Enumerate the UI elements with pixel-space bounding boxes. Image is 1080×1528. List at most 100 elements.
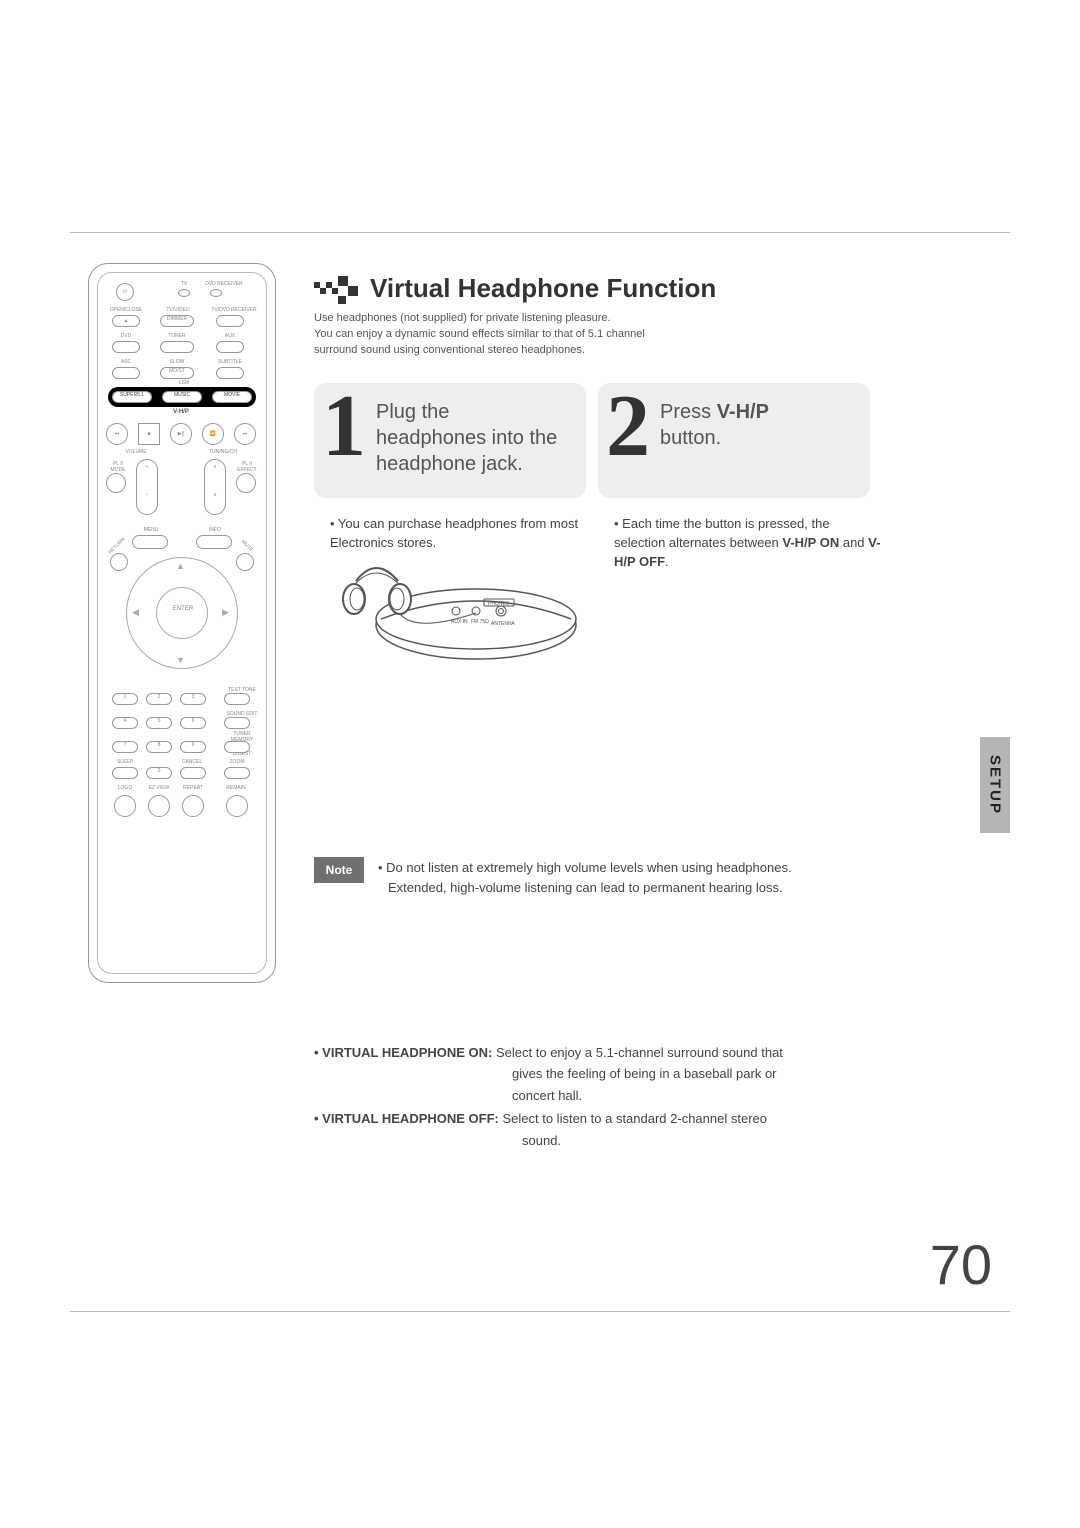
mode-off-t2: sound.	[522, 1129, 914, 1152]
step2-post: button.	[660, 427, 721, 449]
b2-bold1: V-H/P ON	[782, 535, 839, 550]
manual-page: ⏻ TV DVD RECEIVER OPEN/CLOSE TV/VIDEO TV…	[70, 232, 1010, 1312]
zoom-button	[224, 767, 250, 779]
b2-mid: and	[839, 535, 868, 550]
mode-on-t3: concert hall.	[512, 1084, 914, 1107]
logo-button	[114, 795, 136, 817]
intro-line2: You can enjoy a dynamic sound effects si…	[314, 328, 645, 340]
led-dvd	[210, 289, 222, 297]
aux-label: AUX	[216, 333, 244, 339]
num-4: 4	[112, 717, 138, 729]
dvd-receiver-label: DVD RECEIVER	[198, 281, 250, 287]
step-2-text: Press V-H/P button.	[660, 399, 769, 451]
dpad-inner: ENTER	[156, 587, 208, 639]
cancel-label: CANCEL	[174, 759, 210, 765]
tvdvd-button	[216, 315, 244, 327]
tuner-label: TUNER	[160, 333, 194, 339]
section-title: Virtual Headphone Function	[370, 273, 716, 304]
ezview-button	[148, 795, 170, 817]
menu-label: MENU	[136, 527, 166, 533]
mode-on-t1: Select to enjoy a 5.1-channel surround s…	[492, 1045, 783, 1060]
mute-button	[236, 553, 254, 571]
b2-post: .	[665, 554, 669, 569]
vhp-label: V-H/P	[166, 409, 196, 415]
music-button: MUSIC	[162, 391, 202, 403]
step2-bold: V-H/P	[717, 401, 769, 423]
info-label: INFO	[200, 527, 230, 533]
svg-text:FM 75Ω: FM 75Ω	[471, 619, 489, 625]
tuning-rocker: ∧∨	[204, 459, 226, 515]
aux-button	[216, 341, 244, 353]
cancel-button	[180, 767, 206, 779]
info-button	[196, 535, 232, 549]
section-tab: SETUP	[980, 737, 1010, 833]
sleep-label: SLEEP	[112, 759, 138, 765]
tvvideo-label: TV/VIDEO	[158, 307, 198, 313]
svg-text:PHONES: PHONES	[488, 601, 510, 607]
volume-rocker: +−	[136, 459, 158, 515]
rew-button: ⏪	[202, 423, 224, 445]
return-button	[110, 553, 128, 571]
slow-label: SLOW	[160, 359, 194, 365]
tvdvd-label: TV/DVD RECEIVER	[206, 307, 262, 313]
lsm-label: LSM	[172, 380, 196, 386]
step2-pre: Press	[660, 401, 717, 423]
menu-button	[132, 535, 168, 549]
mode-on-t2: gives the feeling of being in a baseball…	[512, 1062, 914, 1085]
step-2-card: 2 Press V-H/P button.	[598, 383, 870, 498]
dpad-down-icon: ▼	[176, 655, 185, 665]
step-2-number: 2	[606, 383, 650, 471]
subtitle-label: SUBTITLE	[212, 359, 248, 365]
modes-list: • VIRTUAL HEADPHONE ON: Select to enjoy …	[314, 1041, 914, 1152]
movie-button: MOVIE	[212, 391, 252, 403]
intro-text: Use headphones (not supplied) for privat…	[314, 311, 874, 359]
step1-bullet: • You can purchase headphones from most …	[330, 515, 580, 553]
ezview-label: EZ VIEW	[142, 785, 176, 791]
remain-label: REMAIN	[220, 785, 252, 791]
device-diagram: AUX IN FM 75Ω ANTENNA PHONES	[326, 563, 584, 668]
next-button: ⏭	[234, 423, 256, 445]
subtitle-button	[216, 367, 244, 379]
testtone-button	[224, 693, 250, 705]
remote-control-diagram: ⏻ TV DVD RECEIVER OPEN/CLOSE TV/VIDEO TV…	[88, 263, 276, 983]
dvd-label: DVD	[112, 333, 140, 339]
logo-label: LOGO	[112, 785, 138, 791]
lsm-bar: LSM SUPER5.1 MUSIC MOVIE	[108, 387, 256, 407]
num-1: 1	[112, 693, 138, 705]
super51-button: SUPER5.1	[112, 391, 152, 403]
pl2-mode-button	[106, 473, 126, 493]
asc-button	[112, 367, 140, 379]
play-pause-button: ▶||	[170, 423, 192, 445]
svg-text:ANTENNA: ANTENNA	[491, 621, 516, 627]
intro-line1: Use headphones (not supplied) for privat…	[314, 312, 611, 324]
dimmer-button: DIMMER	[160, 315, 194, 327]
asc-label: ASC	[112, 359, 140, 365]
dvd-button	[112, 341, 140, 353]
power-button: ⏻	[116, 283, 134, 301]
num-9: 9	[180, 741, 206, 753]
enter-label: ENTER	[157, 606, 209, 612]
repeat-label: REPEAT	[178, 785, 208, 791]
tuner-button	[160, 341, 194, 353]
repeat-button	[182, 795, 204, 817]
tuning-label: TUNING/CH	[198, 449, 248, 455]
pl2-effect-button	[236, 473, 256, 493]
note-label: Note	[314, 857, 364, 883]
num-0: 0	[146, 767, 172, 779]
prev-button: ⏮	[106, 423, 128, 445]
dpad-up-icon: ▲	[176, 561, 185, 571]
note-line2: Extended, high-volume listening can lead…	[388, 880, 783, 895]
soundedit-button	[224, 717, 250, 729]
num-8: 8	[146, 741, 172, 753]
num-5: 5	[146, 717, 172, 729]
mode-off-label: • VIRTUAL HEADPHONE OFF:	[314, 1111, 499, 1126]
open-close-label: OPEN/CLOSE	[106, 307, 146, 313]
led-tv	[178, 289, 190, 297]
num-3: 3	[180, 693, 206, 705]
step2-bullet: • Each time the button is pressed, the s…	[614, 515, 884, 572]
zoom-label: ZOOM	[224, 759, 250, 765]
mode-on: • VIRTUAL HEADPHONE ON: Select to enjoy …	[314, 1041, 914, 1107]
most-button: MO/ST	[160, 367, 194, 379]
page-number: 70	[930, 1232, 992, 1297]
remain-button	[226, 795, 248, 817]
